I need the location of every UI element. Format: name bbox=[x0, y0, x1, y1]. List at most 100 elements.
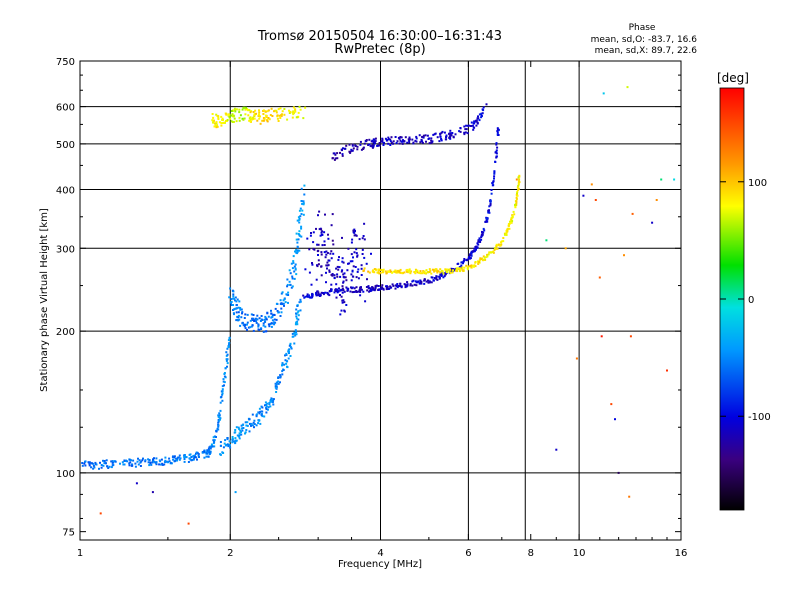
data-point bbox=[291, 275, 294, 278]
data-point bbox=[334, 153, 337, 156]
data-point bbox=[193, 454, 196, 457]
data-point bbox=[262, 330, 265, 333]
data-point bbox=[389, 144, 392, 146]
data-point bbox=[293, 342, 296, 345]
data-point bbox=[469, 264, 472, 267]
data-point bbox=[391, 271, 394, 274]
data-point bbox=[252, 319, 254, 321]
data-point bbox=[219, 417, 222, 420]
data-point bbox=[283, 304, 285, 307]
data-point bbox=[476, 117, 479, 120]
data-point bbox=[329, 252, 332, 255]
data-point bbox=[396, 286, 399, 289]
data-point bbox=[238, 428, 241, 431]
data-point bbox=[279, 381, 281, 384]
data-point bbox=[225, 359, 228, 362]
data-point bbox=[512, 210, 515, 213]
data-point bbox=[290, 347, 293, 350]
data-point bbox=[508, 222, 511, 225]
data-point bbox=[283, 113, 286, 116]
data-point bbox=[472, 128, 475, 131]
data-point bbox=[241, 108, 244, 111]
data-point bbox=[292, 260, 295, 263]
data-point bbox=[408, 141, 411, 144]
data-point bbox=[339, 313, 342, 316]
data-point bbox=[361, 253, 364, 255]
data-point bbox=[283, 298, 286, 301]
data-point bbox=[215, 436, 217, 438]
data-point bbox=[260, 413, 263, 415]
data-point bbox=[465, 264, 468, 267]
data-point bbox=[149, 461, 152, 464]
data-point bbox=[363, 256, 366, 259]
data-point bbox=[339, 294, 341, 296]
data-point bbox=[260, 414, 263, 417]
data-point bbox=[405, 285, 408, 288]
data-point bbox=[325, 281, 327, 284]
data-point bbox=[252, 317, 255, 320]
data-point bbox=[207, 447, 210, 450]
data-point bbox=[356, 290, 359, 293]
data-point bbox=[444, 269, 447, 272]
data-point bbox=[328, 269, 331, 272]
data-point bbox=[331, 239, 334, 242]
data-point bbox=[236, 434, 239, 437]
data-point bbox=[271, 401, 274, 404]
data-point bbox=[384, 137, 387, 140]
data-point bbox=[280, 307, 283, 310]
data-point bbox=[246, 328, 248, 331]
data-point bbox=[423, 272, 426, 275]
data-point bbox=[493, 170, 496, 173]
data-point bbox=[285, 352, 288, 355]
data-point bbox=[485, 217, 488, 220]
data-point bbox=[192, 454, 195, 457]
data-point bbox=[221, 451, 224, 454]
data-point bbox=[351, 149, 354, 152]
data-point bbox=[491, 184, 494, 187]
data-point bbox=[351, 143, 354, 146]
data-point bbox=[212, 121, 215, 124]
data-point bbox=[265, 405, 268, 408]
data-point bbox=[233, 117, 236, 120]
data-point bbox=[350, 253, 353, 256]
data-point bbox=[286, 285, 289, 288]
data-point bbox=[346, 269, 349, 272]
data-point bbox=[333, 152, 336, 155]
data-point bbox=[231, 121, 234, 123]
data-point bbox=[439, 133, 442, 136]
data-point bbox=[302, 213, 305, 216]
data-point bbox=[92, 464, 95, 467]
data-point bbox=[226, 119, 229, 121]
data-point bbox=[253, 423, 256, 426]
data-point bbox=[362, 146, 365, 149]
data-point bbox=[265, 119, 268, 122]
data-point bbox=[363, 142, 366, 145]
data-point bbox=[428, 137, 431, 140]
data-point bbox=[575, 357, 578, 360]
data-point bbox=[295, 273, 298, 276]
data-point bbox=[389, 140, 392, 143]
data-point bbox=[163, 463, 166, 466]
data-point bbox=[651, 221, 654, 224]
data-point bbox=[126, 460, 129, 463]
data-point bbox=[222, 378, 225, 381]
data-point bbox=[284, 354, 286, 357]
data-point bbox=[317, 291, 320, 294]
data-point bbox=[217, 421, 220, 424]
data-point bbox=[368, 287, 370, 290]
data-point bbox=[197, 454, 200, 457]
data-point bbox=[236, 315, 239, 318]
data-point bbox=[471, 124, 474, 127]
data-point bbox=[252, 329, 255, 332]
data-point bbox=[263, 117, 266, 120]
data-point bbox=[442, 276, 445, 279]
data-point bbox=[308, 296, 311, 299]
data-point bbox=[279, 375, 282, 378]
data-point bbox=[222, 380, 225, 383]
data-point bbox=[320, 253, 323, 256]
data-point bbox=[348, 150, 351, 153]
data-point bbox=[440, 138, 443, 140]
data-point bbox=[342, 261, 345, 264]
data-point bbox=[265, 404, 267, 406]
data-point bbox=[362, 290, 365, 293]
